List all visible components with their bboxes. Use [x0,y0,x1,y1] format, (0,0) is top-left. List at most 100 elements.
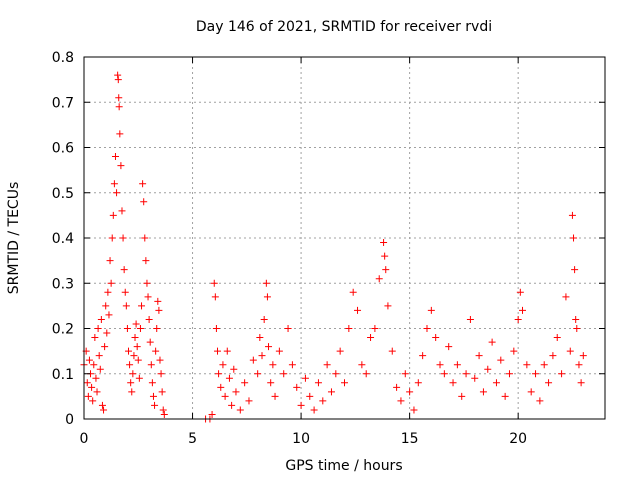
data-point [114,76,122,84]
data-point [479,388,487,396]
data-point [155,306,163,314]
data-point [497,356,505,364]
data-point [127,379,135,387]
data-point [471,374,479,382]
data-point [484,365,492,373]
data-point [134,356,142,364]
data-point [458,392,466,400]
data-point [427,306,435,314]
data-point [516,288,524,296]
data-point [159,406,167,414]
data-point [488,338,496,346]
data-point [146,338,154,346]
data-point [91,334,99,342]
data-point [123,325,131,332]
data-point [142,257,150,265]
data-point [549,352,557,360]
data-point [553,334,561,342]
data-point [211,293,219,301]
data-point [158,388,166,396]
data-point [310,406,318,414]
data-point [118,207,126,215]
data-point [249,356,257,364]
grid [84,57,605,419]
data-point [382,266,390,274]
data-point [436,361,444,369]
x-axis-label: GPS time / hours [285,458,402,474]
data-point [225,374,233,382]
y-tick-label: 0.3 [52,276,74,292]
data-point [228,401,236,409]
data-point [113,189,121,197]
data-point [254,370,262,378]
data-point [136,325,144,332]
data-point [156,356,164,364]
data-point [453,361,461,369]
x-tick-label: 20 [509,431,527,447]
data-points [80,71,587,423]
data-point [280,370,288,378]
data-point [105,311,113,319]
data-point [116,130,124,138]
data-point [575,361,583,369]
data-point [110,180,118,188]
data-point [414,379,422,387]
data-point [121,288,129,296]
data-point [230,365,238,373]
data-point [215,370,223,378]
data-point [214,347,222,355]
y-tick-label: 0 [65,412,74,428]
y-axis-label: SRMTID / TECUs [6,182,22,295]
data-point [88,383,96,391]
data-point [301,374,309,382]
data-point [126,361,134,369]
data-point [568,211,576,219]
data-point [109,211,117,219]
data-point [445,343,453,351]
data-point [284,325,292,332]
data-point [265,343,273,351]
data-point [135,374,143,382]
data-point [297,401,305,409]
data-point [89,397,97,405]
data-point [397,397,405,405]
data-point [306,392,314,400]
y-tick-label: 0.7 [52,95,74,111]
data-point [345,325,353,332]
data-point [514,315,522,323]
data-point [260,315,268,323]
data-point [115,103,123,111]
data-point [144,293,152,301]
data-point [221,392,229,400]
data-point [570,234,578,242]
data-point [492,379,500,387]
data-point [256,334,264,342]
data-point [327,388,335,396]
data-point [536,397,544,405]
data-point [380,239,388,247]
data-point [532,370,540,378]
data-point [208,410,216,418]
data-point [129,370,137,378]
data-point [138,302,146,310]
data-point [362,370,370,378]
data-point [336,347,344,355]
data-point [212,325,220,332]
data-point [332,370,340,378]
data-point [236,406,244,414]
data-point [98,401,106,409]
data-point [288,361,296,369]
data-point [262,279,270,287]
data-point [519,306,527,314]
data-point [154,297,162,305]
data-point [151,401,159,409]
data-point [505,370,513,378]
data-point [510,347,518,355]
data-point [145,315,153,323]
data-point [148,379,156,387]
data-point [114,71,122,79]
data-point [271,392,279,400]
data-point [125,347,133,355]
data-point [100,406,108,414]
